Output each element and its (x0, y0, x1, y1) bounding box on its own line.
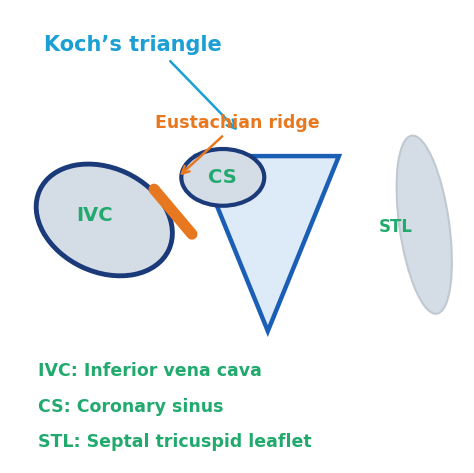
Text: IVC: IVC (76, 206, 113, 225)
Text: STL: STL (379, 218, 413, 236)
Text: CS: Coronary sinus: CS: Coronary sinus (38, 398, 223, 416)
Text: CS: CS (209, 168, 237, 187)
Ellipse shape (397, 136, 452, 314)
Text: Eustachian ridge: Eustachian ridge (155, 114, 319, 174)
Text: Koch’s triangle: Koch’s triangle (44, 35, 221, 55)
Ellipse shape (36, 164, 173, 276)
Ellipse shape (181, 149, 264, 206)
Polygon shape (197, 156, 339, 331)
Text: STL: Septal tricuspid leaflet: STL: Septal tricuspid leaflet (38, 433, 311, 451)
Text: IVC: Inferior vena cava: IVC: Inferior vena cava (38, 362, 262, 380)
